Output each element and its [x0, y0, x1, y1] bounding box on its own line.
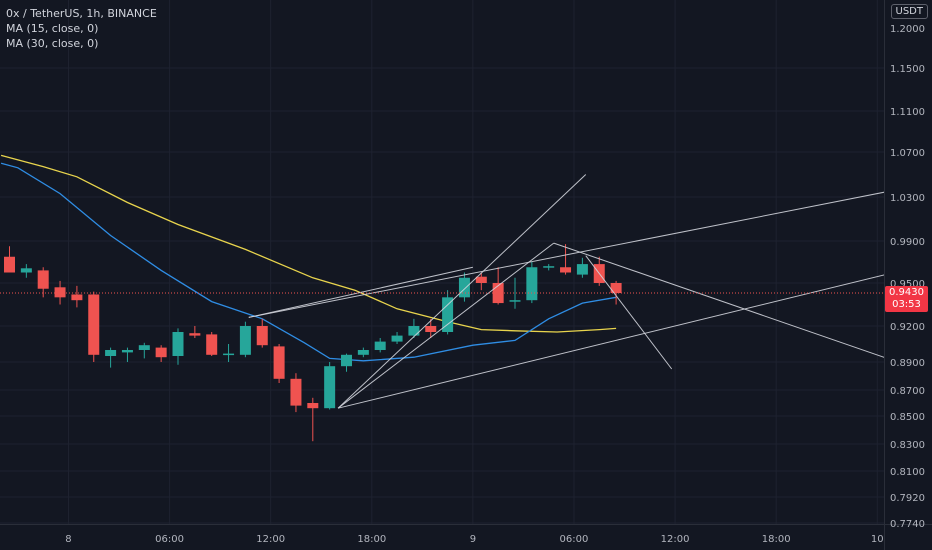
price-tick-label: 0.8300 [890, 440, 925, 451]
chart-legend: 0x / TetherUS, 1h, BINANCE MA (15, close… [6, 6, 157, 51]
time-tick-label: 10 [871, 534, 884, 545]
candle-body [37, 270, 49, 289]
last-price-value: 0.9430 [889, 287, 924, 299]
candle-body [54, 287, 66, 298]
trend-line-down-long [553, 242, 895, 362]
trend-line-steep [337, 174, 587, 409]
ma30-legend: MA (30, close, 0) [6, 37, 99, 50]
candle-body [341, 354, 352, 367]
candle-body [458, 277, 470, 298]
time-tick-label: 12:00 [256, 534, 285, 545]
candle-body [357, 350, 369, 355]
price-tick-label: 0.8900 [890, 358, 925, 369]
ma15-line [0, 162, 617, 362]
ma15-legend: MA (15, close, 0) [6, 22, 99, 35]
candle-body [256, 326, 268, 346]
candle-body [206, 334, 218, 355]
trend-line-down-steep [585, 255, 673, 370]
candle-body [576, 264, 588, 275]
candle-body [560, 267, 572, 273]
candle-body [526, 267, 538, 301]
price-tick-label: 0.9500 [890, 279, 925, 290]
trend-line-upper-channel [248, 189, 895, 318]
candle-body [543, 266, 555, 268]
candle-body [307, 403, 319, 409]
candle-body [20, 268, 32, 273]
candle-body [509, 300, 521, 302]
time-tick-label: 12:00 [661, 534, 690, 545]
price-axis [884, 0, 932, 550]
candle-countdown: 03:53 [892, 299, 921, 311]
price-tick-label: 0.7920 [890, 493, 925, 504]
price-tick-label: 1.0300 [890, 193, 925, 204]
chart-title: 0x / TetherUS, 1h, BINANCE [6, 7, 157, 20]
candle-body [71, 294, 83, 301]
price-tick-label: 0.8500 [890, 412, 925, 423]
candle-body [475, 276, 487, 283]
candle-body [223, 353, 235, 356]
price-tick-label: 0.7740 [890, 519, 925, 530]
candle-body [121, 350, 133, 353]
price-tick-label: 0.9200 [890, 322, 925, 333]
candle-body [155, 347, 167, 358]
price-tick-label: 0.8700 [890, 386, 925, 397]
candle-body [324, 366, 336, 409]
trend-line-lower-channel [337, 272, 895, 409]
price-tick-label: 1.0700 [890, 148, 925, 159]
candle-body [610, 283, 622, 294]
candle-body [105, 350, 117, 356]
price-tick-label: 1.2000 [890, 24, 925, 35]
trend-line-lower-short [337, 242, 555, 409]
ma30-line [0, 154, 617, 333]
time-tick-label: 9 [470, 534, 476, 545]
trend-line-upper-short [248, 266, 473, 318]
time-tick-label: 06:00 [155, 534, 184, 545]
price-tick-label: 0.9900 [890, 237, 925, 248]
time-tick-label: 18:00 [762, 534, 791, 545]
last-price-tag: 0.9430 03:53 [885, 286, 928, 313]
candle-body [442, 297, 454, 332]
candle-body [88, 294, 100, 355]
candle-body [290, 378, 302, 406]
candle-body [273, 346, 285, 379]
candle-body [239, 326, 251, 355]
candle-body [408, 326, 420, 336]
price-tick-label: 1.1500 [890, 64, 925, 75]
time-tick-label: 8 [65, 534, 71, 545]
candle-body [138, 345, 150, 350]
price-tick-label: 1.1100 [890, 107, 925, 118]
candle-body [374, 341, 386, 350]
time-tick-label: 18:00 [357, 534, 386, 545]
candle-body [172, 332, 184, 356]
time-axis [0, 524, 932, 550]
candle-body [4, 256, 15, 273]
candle-body [391, 335, 403, 342]
candle-body [425, 326, 437, 332]
time-tick-label: 06:00 [560, 534, 589, 545]
price-tick-label: 0.8100 [890, 467, 925, 478]
candle-body [189, 333, 201, 336]
currency-badge[interactable]: USDT [890, 4, 928, 19]
